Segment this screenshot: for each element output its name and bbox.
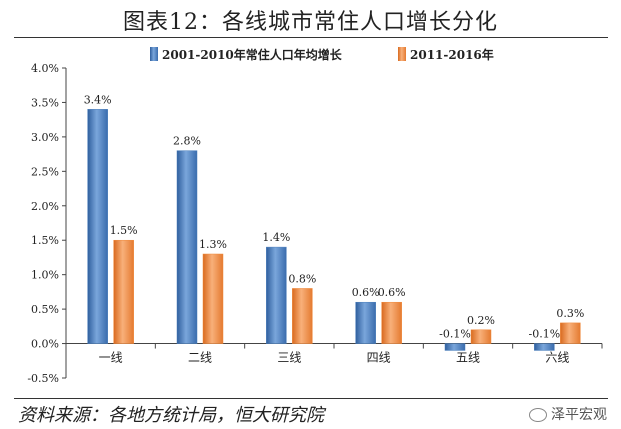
bar (444, 343, 466, 351)
y-tick-label: 2.5% (31, 165, 59, 178)
data-label: 0.3% (556, 307, 584, 320)
bar (266, 246, 287, 344)
y-tick-label: 3.0% (31, 131, 59, 144)
legend-label: 2001-2010年常住人口年均增长 (162, 47, 343, 62)
bar (470, 329, 492, 344)
legend: 2001-2010年常住人口年均增长 2011-2016年 (150, 47, 494, 62)
source-note: 资料来源：各地方统计局，恒大研究院 (18, 405, 324, 426)
bar (355, 301, 376, 344)
chart-title: 图表12：各线城市常住人口增长分化 (123, 10, 498, 35)
x-tick-label: 四线 (367, 351, 391, 365)
data-label: 3.4% (84, 93, 112, 106)
data-label: 1.4% (262, 231, 290, 244)
data-label: -0.1% (528, 328, 560, 341)
legend-swatch (150, 47, 158, 61)
data-label: 0.8% (288, 272, 316, 285)
bar (176, 150, 198, 344)
data-label: -0.1% (439, 328, 471, 341)
wechat-icon (529, 408, 547, 422)
bar (560, 322, 581, 344)
legend-swatch (398, 47, 406, 61)
x-tick-label: 三线 (277, 351, 301, 365)
y-tick-label: -0.5% (27, 372, 59, 385)
data-label: 2.8% (173, 135, 201, 148)
bar (202, 253, 224, 344)
bar-chart: 2001-2010年常住人口年均增长 2011-2016年 -0.5% 0.0% 0.… (27, 47, 603, 385)
watermark: 泽平宏观 (529, 404, 607, 424)
data-label: 1.3% (199, 238, 227, 251)
y-tick-label: 1.5% (31, 234, 59, 247)
data-label: 0.2% (467, 314, 495, 327)
x-tick-label: 六线 (545, 351, 569, 365)
source-divider (14, 398, 608, 399)
data-label: 0.6% (378, 286, 406, 299)
bars (87, 109, 581, 351)
y-tick-label: 0.0% (31, 338, 59, 351)
y-tick-label: 4.0% (31, 62, 59, 75)
title-divider (14, 37, 608, 38)
data-label: 0.6% (352, 286, 380, 299)
data-labels: 3.4%1.5%2.8%1.3%1.4%0.8%0.6%0.6%-0.1%0.2… (84, 93, 585, 340)
watermark-text: 泽平宏观 (551, 407, 607, 423)
y-tick-label: 3.5% (31, 96, 59, 109)
x-tick-label: 五线 (456, 351, 480, 365)
axes: -0.5% 0.0% 0.5% 1.0% 1.5% 2.0% 2.5% 3.0% 3.5% 4.0… (27, 62, 603, 385)
bar (113, 239, 134, 344)
y-tick-label: 1.0% (31, 269, 59, 282)
x-tick-label: 二线 (188, 351, 212, 365)
bar (87, 109, 108, 344)
data-label: 1.5% (110, 224, 138, 237)
y-tick-label: 2.0% (31, 200, 59, 213)
legend-label: 2011-2016年 (410, 47, 494, 62)
bar (534, 343, 555, 351)
bar (381, 301, 402, 344)
bar (292, 288, 313, 344)
y-tick-label: 0.5% (31, 303, 59, 316)
x-tick-label: 一线 (99, 351, 123, 365)
